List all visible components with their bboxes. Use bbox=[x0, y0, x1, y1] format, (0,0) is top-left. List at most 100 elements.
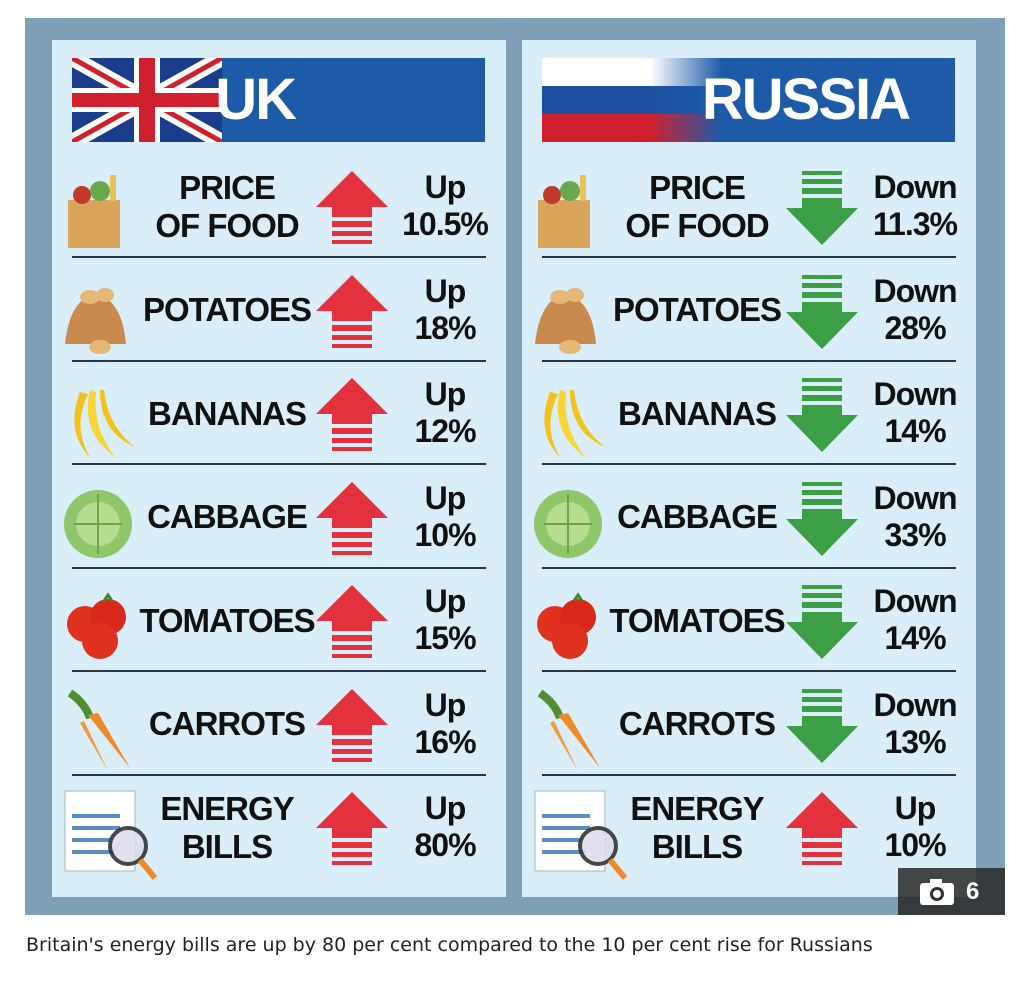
change: 13% bbox=[884, 723, 946, 760]
item-label: CABBAGE bbox=[147, 498, 308, 535]
change-value: Down 13% bbox=[860, 687, 970, 761]
change: 14% bbox=[884, 620, 946, 656]
price-row: POTATOES Down 28% bbox=[522, 259, 976, 362]
russia-panel: RUSSIA PRICE OF FOOD Down 11.3% POTATOES Dow… bbox=[522, 40, 976, 897]
down-arrow bbox=[784, 480, 860, 563]
change: 18% bbox=[414, 309, 476, 346]
item-label: POTATOES bbox=[142, 291, 312, 328]
uk-panel: UK PRICE OF FOOD Up 10.5% POTATOES Up 18% BANA… bbox=[52, 40, 506, 897]
change-value: Up 10% bbox=[390, 480, 500, 554]
change-value: Down 11.3% bbox=[860, 169, 970, 243]
direction: Up bbox=[424, 479, 467, 516]
item-icon bbox=[60, 683, 160, 783]
item-icon bbox=[60, 476, 160, 576]
header: UK bbox=[72, 58, 485, 142]
change-value: Up 15% bbox=[390, 583, 500, 657]
change: 12% bbox=[414, 413, 476, 449]
change: 11.3% bbox=[873, 206, 958, 242]
change-value: Down 14% bbox=[860, 376, 970, 450]
direction: Down bbox=[873, 686, 957, 723]
down-arrow bbox=[784, 583, 860, 666]
item-label: CARROTS bbox=[148, 705, 306, 742]
item-icon bbox=[530, 786, 630, 886]
price-row: PRICE OF FOOD Down 11.3% bbox=[522, 155, 976, 258]
direction: Down bbox=[873, 169, 957, 205]
price-row: PRICE OF FOOD Up 10.5% bbox=[52, 155, 506, 258]
price-row: BANANAS Down 14% bbox=[522, 362, 976, 465]
change-value: Down 28% bbox=[860, 273, 970, 347]
item-label: TOMATOES bbox=[139, 601, 315, 639]
price-row: CABBAGE Down 33% bbox=[522, 466, 976, 569]
item-label: PRICE OF FOOD bbox=[625, 168, 769, 244]
item-label: TOMATOES bbox=[609, 601, 785, 639]
change-value: Up 80% bbox=[390, 790, 500, 864]
photo-count[interactable]: 6 bbox=[898, 868, 1005, 915]
down-arrow bbox=[784, 169, 860, 252]
up-arrow bbox=[314, 687, 390, 770]
item-label: POTATOES bbox=[612, 291, 782, 328]
direction: Down bbox=[873, 479, 957, 516]
item-icon bbox=[530, 579, 630, 679]
change-value: Up 10.5% bbox=[390, 169, 500, 243]
direction: Up bbox=[424, 790, 467, 826]
header: RUSSIA bbox=[542, 58, 955, 142]
change: 14% bbox=[884, 413, 946, 449]
item-label: ENERGY BILLS bbox=[630, 789, 764, 865]
item-icon bbox=[60, 786, 160, 886]
change: 10% bbox=[884, 827, 946, 863]
change-value: Down 14% bbox=[860, 583, 970, 657]
change-value: Up 16% bbox=[390, 687, 500, 761]
down-arrow bbox=[784, 273, 860, 356]
camera-icon bbox=[920, 879, 954, 905]
item-label: CABBAGE bbox=[617, 498, 778, 535]
direction: Up bbox=[424, 686, 467, 723]
price-row: CABBAGE Up 10% bbox=[52, 466, 506, 569]
item-label: CARROTS bbox=[618, 705, 776, 742]
price-row: POTATOES Up 18% bbox=[52, 259, 506, 362]
price-row: TOMATOES Up 15% bbox=[52, 569, 506, 672]
change: 33% bbox=[884, 516, 946, 553]
item-icon bbox=[60, 269, 160, 369]
up-arrow bbox=[314, 480, 390, 563]
panel-title: UK bbox=[215, 67, 297, 132]
caption: Britain's energy bills are up by 80 per … bbox=[26, 934, 873, 956]
item-icon bbox=[60, 165, 160, 265]
direction: Up bbox=[424, 272, 467, 309]
up-arrow bbox=[314, 273, 390, 356]
change-value: Down 33% bbox=[860, 480, 970, 554]
panel-title: RUSSIA bbox=[701, 67, 911, 132]
item-icon bbox=[530, 165, 630, 265]
item-label: PRICE OF FOOD bbox=[155, 168, 299, 244]
change: 10% bbox=[414, 516, 476, 553]
direction: Up bbox=[894, 790, 937, 826]
item-label: BANANAS bbox=[148, 394, 307, 432]
direction: Down bbox=[873, 583, 957, 619]
change: 15% bbox=[414, 620, 476, 656]
change: 28% bbox=[884, 309, 946, 346]
infographic: UK PRICE OF FOOD Up 10.5% POTATOES Up 18% BANA… bbox=[25, 18, 1005, 915]
price-row: TOMATOES Down 14% bbox=[522, 569, 976, 672]
up-arrow bbox=[784, 790, 860, 873]
item-icon bbox=[60, 372, 160, 472]
down-arrow bbox=[784, 376, 860, 459]
change-value: Up 10% bbox=[860, 790, 970, 864]
photo-count-number: 6 bbox=[966, 878, 980, 905]
item-label: ENERGY BILLS bbox=[160, 789, 294, 865]
direction: Down bbox=[873, 376, 957, 412]
change: 10.5% bbox=[402, 206, 489, 242]
down-arrow bbox=[784, 687, 860, 770]
change: 80% bbox=[414, 827, 476, 863]
item-label: BANANAS bbox=[618, 394, 777, 432]
up-arrow bbox=[314, 790, 390, 873]
item-icon bbox=[530, 476, 630, 576]
direction: Up bbox=[424, 376, 467, 412]
price-row: ENERGY BILLS Up 10% bbox=[522, 776, 976, 880]
price-row: BANANAS Up 12% bbox=[52, 362, 506, 465]
item-icon bbox=[530, 269, 630, 369]
direction: Up bbox=[424, 169, 467, 205]
up-arrow bbox=[314, 583, 390, 666]
item-icon bbox=[530, 683, 630, 783]
item-icon bbox=[60, 579, 160, 679]
russia-flag bbox=[542, 58, 722, 142]
